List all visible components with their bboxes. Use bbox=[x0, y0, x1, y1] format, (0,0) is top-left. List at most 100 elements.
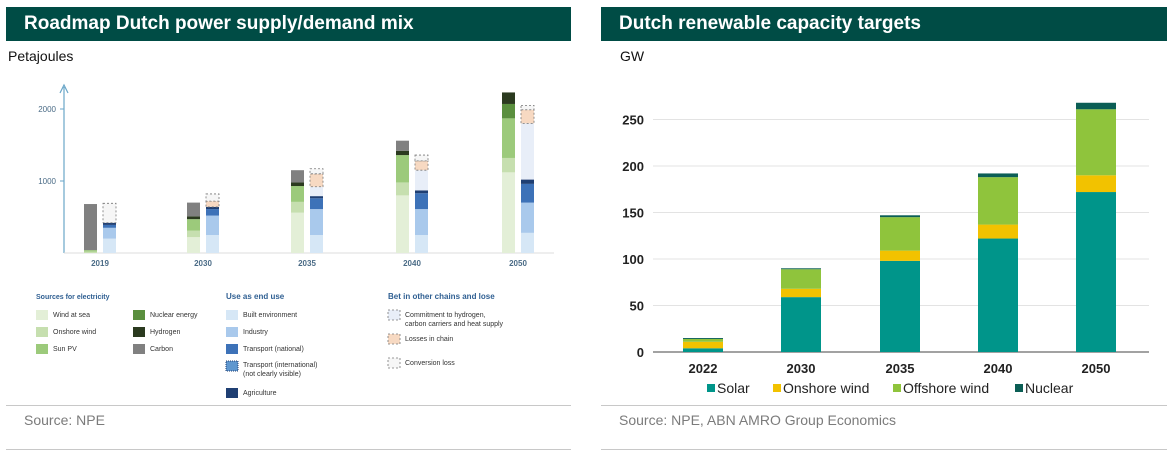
left-legend-swatch bbox=[36, 310, 48, 320]
left-legend-swatch bbox=[225, 360, 239, 372]
left-bar-segment-supply bbox=[291, 182, 304, 187]
left-bar-segment-use bbox=[415, 209, 428, 235]
right-chart-panel: Dutch renewable capacity targets GW 0 50 1… bbox=[601, 7, 1167, 459]
right-legend-swatch bbox=[1015, 384, 1023, 392]
left-bar-segment-use bbox=[103, 224, 116, 228]
right-bottom-divider bbox=[601, 449, 1167, 450]
right-chart-unit-label: GW bbox=[620, 48, 645, 64]
left-legend-swatch bbox=[226, 344, 238, 354]
left-bar-segment-supply bbox=[291, 212, 304, 253]
left-legend-label: Built environment bbox=[243, 312, 297, 319]
left-legend-label: Conversion loss bbox=[405, 360, 455, 367]
right-bar-segment bbox=[1076, 192, 1116, 352]
right-bar-segment bbox=[781, 297, 821, 352]
left-bar-segment-loss bbox=[520, 109, 535, 124]
left-source-divider bbox=[6, 405, 571, 406]
left-legend-swatch bbox=[133, 344, 145, 354]
left-bar-segment-loss bbox=[520, 105, 535, 111]
right-bar-segment bbox=[781, 268, 821, 270]
right-legend-label: Onshore wind bbox=[783, 380, 869, 396]
right-y-tick-label: 100 bbox=[622, 252, 644, 267]
left-bar-segment-use bbox=[310, 209, 323, 235]
left-chart-svg: 1000 2000 2019 2030 2035 2040 2050 Sources for … bbox=[36, 83, 554, 398]
right-bar-segment bbox=[781, 288, 821, 298]
left-bar-segment-loss bbox=[415, 170, 428, 191]
left-bar-segment-supply bbox=[396, 155, 409, 183]
left-bar-segment-loss bbox=[102, 202, 117, 224]
right-x-tick-label: 2050 bbox=[1082, 361, 1111, 376]
left-legend-swatch bbox=[226, 310, 238, 320]
left-bar-segment-supply bbox=[396, 140, 409, 151]
left-bar-segment-supply bbox=[291, 201, 304, 213]
right-bar-segment bbox=[781, 269, 821, 289]
left-bar-segment-use bbox=[310, 198, 323, 210]
left-bar-segment-supply bbox=[187, 202, 200, 217]
left-legend-label: Agriculture bbox=[243, 390, 277, 397]
right-y-tick-label: 200 bbox=[622, 159, 644, 174]
left-legend-label: carbon carriers and heat supply bbox=[405, 321, 504, 328]
left-legend-group-title: Bet in other chains and lose bbox=[388, 292, 495, 301]
right-x-tick-label: 2022 bbox=[689, 361, 718, 376]
left-legend-swatch bbox=[226, 327, 238, 337]
right-bar-segment bbox=[1076, 175, 1116, 193]
left-bar-segment-loss bbox=[309, 168, 324, 175]
left-bottom-divider bbox=[6, 449, 571, 450]
right-chart-title: Dutch renewable capacity targets bbox=[601, 7, 1167, 41]
left-bar-segment-supply bbox=[396, 195, 409, 253]
right-bar-segment bbox=[880, 217, 920, 251]
left-bar-segment-use bbox=[206, 206, 219, 210]
left-bar-segment-use bbox=[206, 235, 219, 253]
left-legend-swatch bbox=[387, 333, 401, 345]
left-bar-segment-supply bbox=[187, 219, 200, 231]
right-source-divider bbox=[601, 405, 1167, 406]
right-y-tick-label: 250 bbox=[622, 113, 644, 128]
left-chart-title: Roadmap Dutch power supply/demand mix bbox=[6, 7, 571, 41]
left-legend-swatch bbox=[133, 327, 145, 337]
left-bar-segment-use bbox=[521, 202, 534, 233]
left-legend-swatch bbox=[387, 309, 401, 321]
left-legend-label: Onshore wind bbox=[53, 329, 96, 336]
left-bar-segment-supply bbox=[502, 118, 515, 158]
left-bar-segment-loss bbox=[414, 154, 429, 162]
right-legend-label: Nuclear bbox=[1025, 380, 1074, 396]
left-x-tick-label: 2035 bbox=[298, 259, 316, 268]
left-bar-segment-supply bbox=[502, 103, 515, 119]
left-legend-label: Sun PV bbox=[53, 346, 77, 353]
right-bar-segment bbox=[1076, 102, 1116, 110]
right-bar-segment bbox=[683, 338, 723, 342]
left-x-tick-label: 2019 bbox=[91, 259, 109, 268]
left-y-tick-label: 1000 bbox=[38, 177, 56, 186]
left-bar-segment-supply bbox=[84, 250, 97, 252]
left-legend-label: Hydrogen bbox=[150, 329, 180, 336]
left-bar-segment-supply bbox=[502, 172, 515, 253]
right-legend-swatch bbox=[773, 384, 781, 392]
right-bar-segment bbox=[978, 224, 1018, 239]
left-legend-label: (not clearly visible) bbox=[243, 371, 301, 378]
left-legend-swatch bbox=[387, 357, 401, 369]
right-y-tick-label: 0 bbox=[637, 345, 644, 360]
right-bar-segment bbox=[880, 250, 920, 261]
left-legend-label: Transport (national) bbox=[243, 346, 304, 353]
left-bar-segment-loss bbox=[310, 186, 323, 197]
left-bar-segment-supply bbox=[84, 251, 97, 253]
left-legend-group-title: Use as end use bbox=[226, 292, 285, 301]
left-bar-segment-use bbox=[415, 235, 428, 253]
left-legend-swatch bbox=[133, 310, 145, 320]
right-bar-segment bbox=[683, 341, 723, 349]
left-legend-swatch bbox=[36, 327, 48, 337]
left-bar-segment-use bbox=[521, 232, 534, 253]
right-legend-swatch bbox=[707, 384, 715, 392]
right-x-tick-label: 2035 bbox=[886, 361, 915, 376]
left-legend-swatch bbox=[226, 388, 238, 398]
left-bar-segment-use bbox=[415, 190, 428, 194]
left-chart-panel: Roadmap Dutch power supply/demand mix Pe… bbox=[6, 7, 571, 459]
left-bar-segment-use bbox=[310, 235, 323, 253]
left-legend-label: Industry bbox=[243, 329, 268, 336]
left-legend-label: Carbon bbox=[150, 346, 173, 353]
left-legend-group-title: Sources for electricity bbox=[36, 294, 110, 301]
right-bar-segment bbox=[880, 215, 920, 218]
left-y-tick-label: 2000 bbox=[38, 105, 56, 114]
left-bar-segment-supply bbox=[502, 92, 515, 104]
left-bar-segment-use bbox=[103, 238, 116, 253]
left-y-axis-arrow bbox=[59, 83, 69, 94]
